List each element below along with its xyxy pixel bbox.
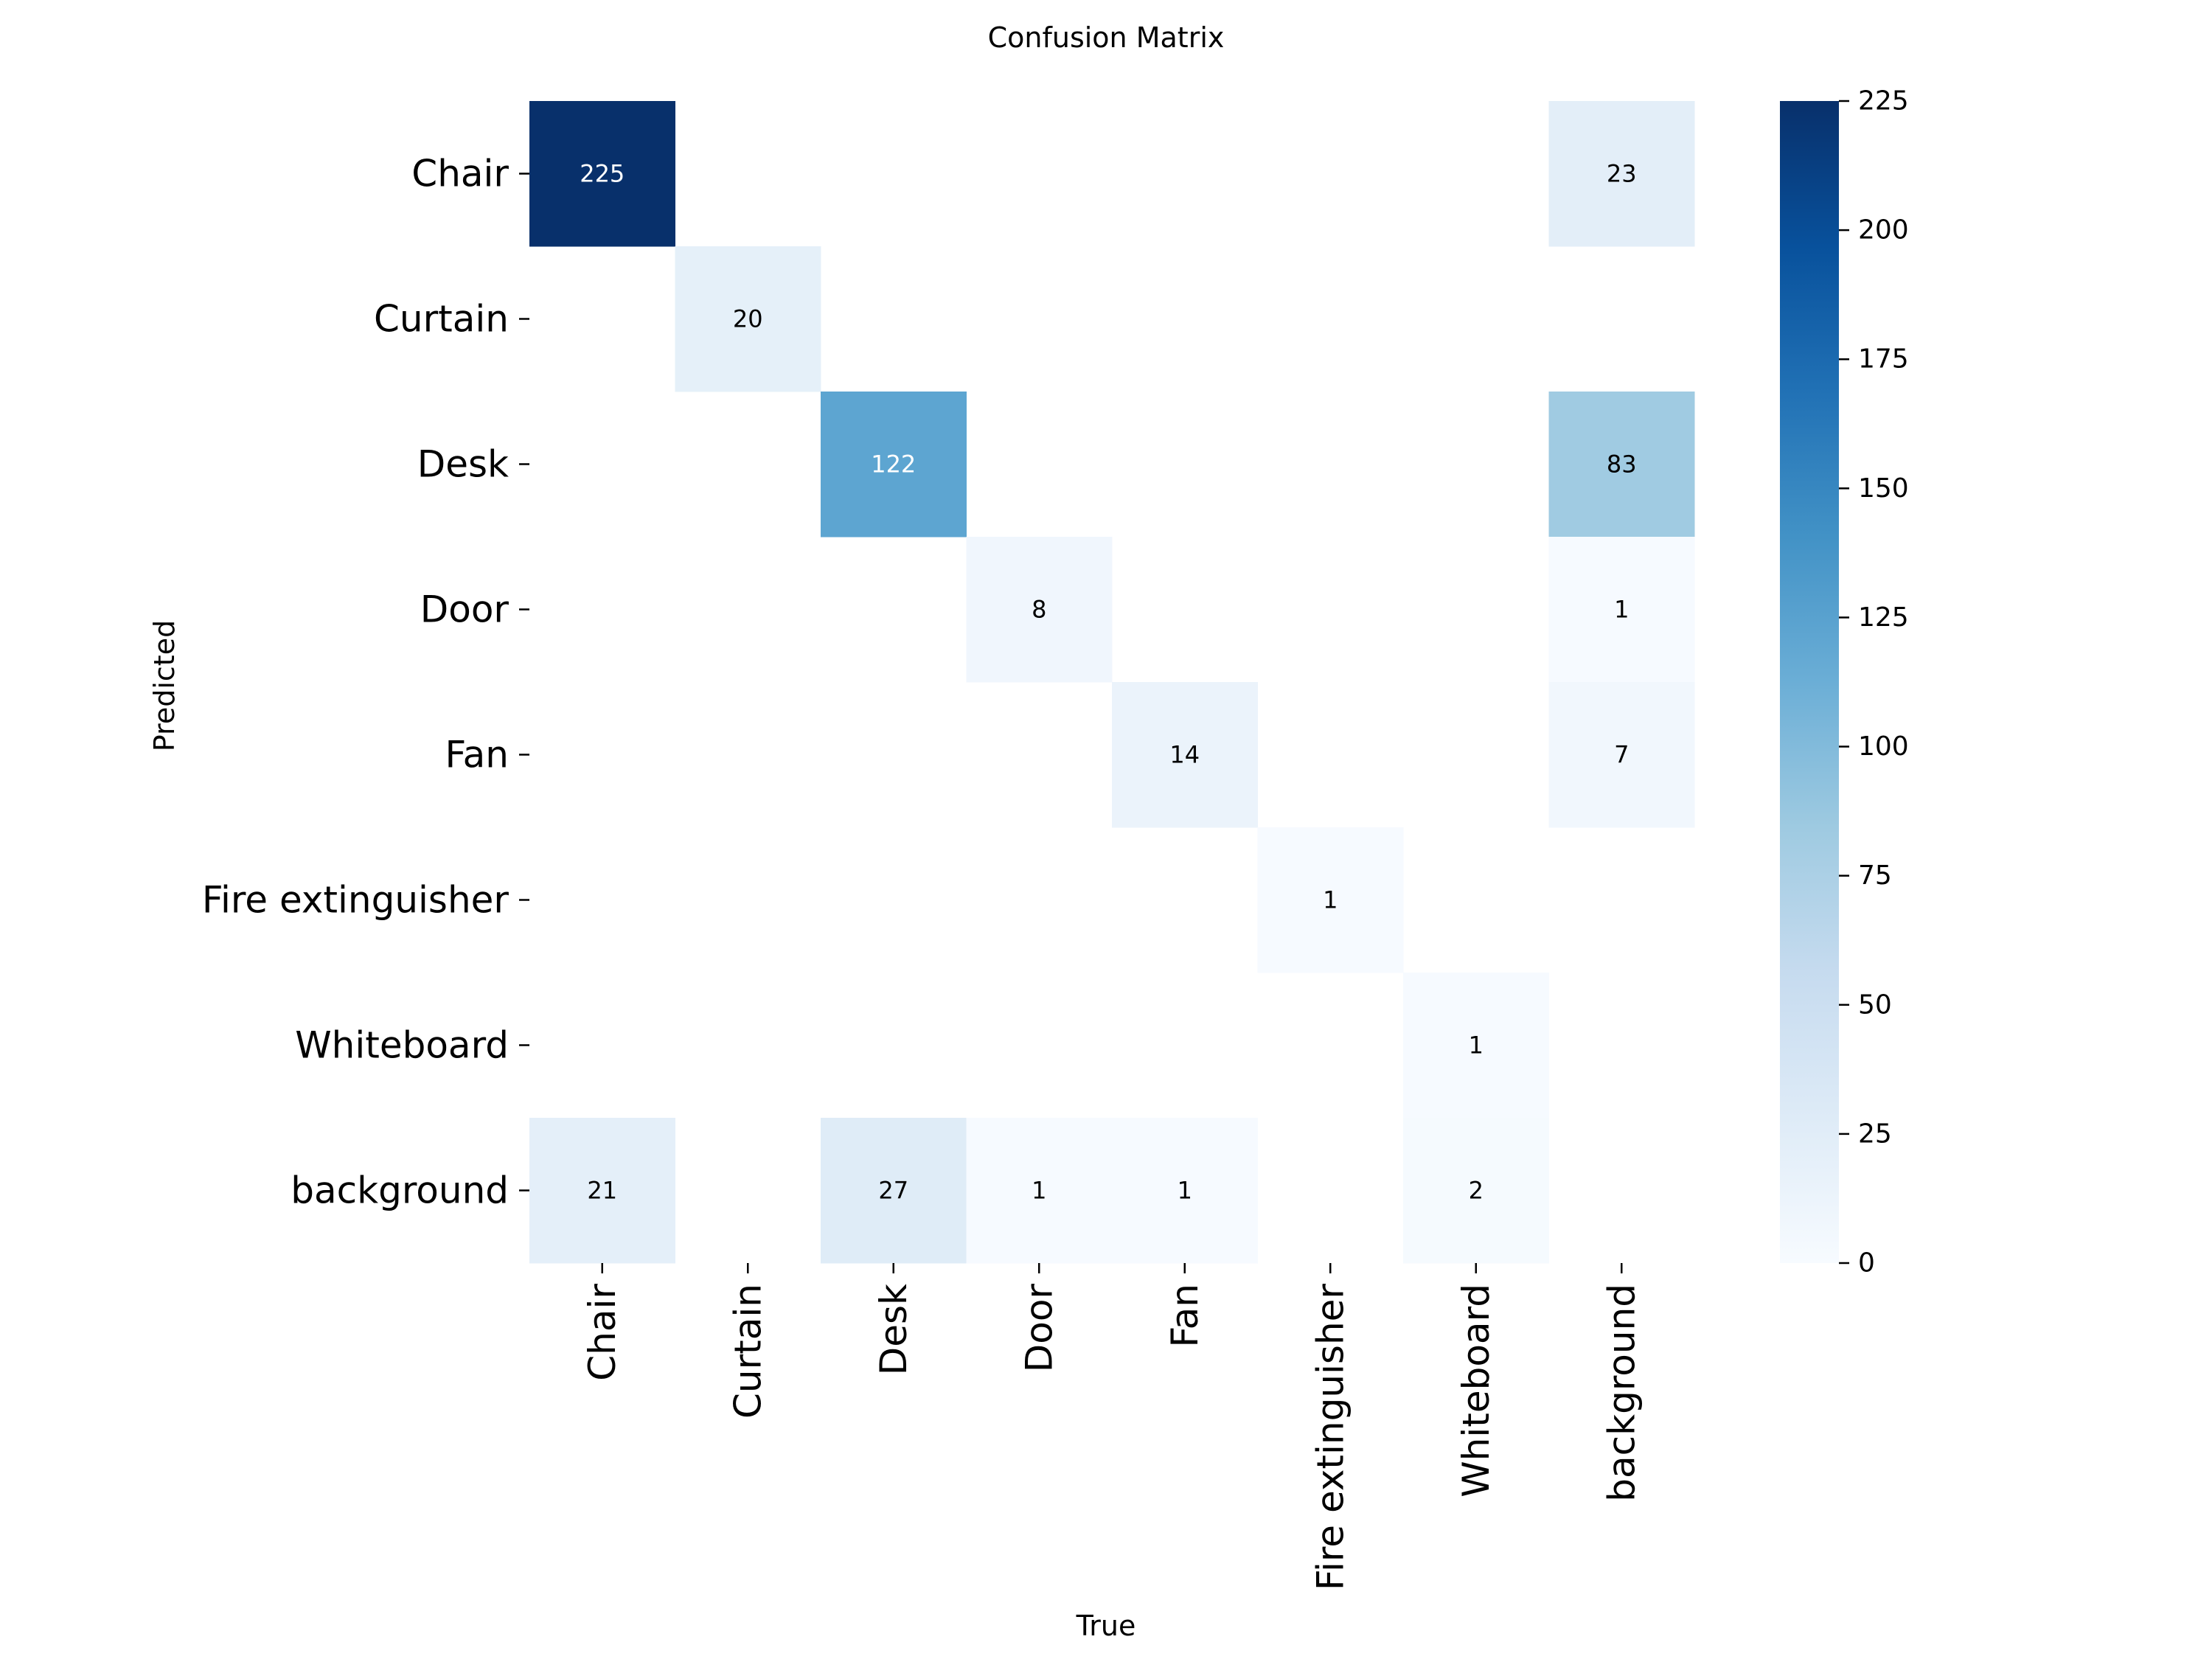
heatmap-cell: [1403, 1118, 1549, 1264]
heatmap-cell: [529, 1118, 675, 1264]
chart-title: Confusion Matrix: [988, 21, 1225, 54]
heatmap-cell: [966, 537, 1113, 683]
colorbar-tick-label: 25: [1858, 1119, 1892, 1149]
x-tick-label: Chair: [581, 1284, 624, 1381]
colorbar-tick-label: 0: [1858, 1248, 1875, 1279]
y-tick-label: Fan: [445, 734, 509, 776]
x-axis-ticks: Chair Curtain Desk Door Fan Fire extinguisher…: [581, 1263, 1643, 1591]
y-tick-label: Door: [420, 588, 509, 631]
cell-value-label: 21: [587, 1177, 617, 1205]
cell-value-label: 8: [1032, 596, 1046, 624]
colorbar-tick-label: 150: [1858, 473, 1909, 504]
cell-value-label: 1: [1178, 1177, 1192, 1205]
x-tick-label: Desk: [872, 1284, 915, 1375]
heatmap-cell: [1548, 101, 1695, 247]
y-tick-label: Whiteboard: [295, 1024, 509, 1067]
colorbar-gradient: [1780, 101, 1839, 1263]
cell-value-label: 20: [733, 305, 763, 333]
colorbar-tick-label: 125: [1858, 602, 1909, 633]
x-tick-label: Door: [1018, 1284, 1060, 1373]
x-tick-label: Fire extinguisher: [1309, 1284, 1352, 1591]
cell-value-label: 7: [1614, 741, 1629, 769]
y-tick-label: background: [291, 1169, 509, 1212]
x-tick-label: Whiteboard: [1455, 1284, 1498, 1498]
cell-value-label: 1: [1614, 596, 1629, 624]
heatmap-cell: [966, 1118, 1113, 1264]
x-tick-label: Curtain: [726, 1284, 769, 1419]
colorbar-tick-label: 225: [1858, 86, 1909, 116]
heatmap-cell: [1548, 537, 1695, 683]
heatmap-cell: [821, 1118, 967, 1264]
cell-value-label: 2: [1469, 1177, 1484, 1205]
cell-value-label: 1: [1469, 1032, 1484, 1060]
cell-value-label: 122: [871, 451, 916, 479]
heatmap-cell: [675, 246, 821, 392]
x-tick-label: Fan: [1164, 1284, 1206, 1348]
heatmap-cells: 225 23 20 122 83 8 1 14 7 1 1 21 27 1 1 2: [529, 101, 1695, 1264]
colorbar: 0 25 50 75 100 125 150 175 200 225: [1780, 86, 1909, 1279]
y-axis-ticks: Chair Curtain Desk Door Fan Fire extinguisher…: [202, 153, 529, 1212]
colorbar-tick-label: 75: [1858, 860, 1892, 891]
heatmap-cell: [529, 101, 675, 247]
cell-value-label: 1: [1323, 886, 1338, 914]
heatmap-cell: [821, 392, 967, 538]
colorbar-tick-label: 175: [1858, 344, 1909, 375]
heatmap-cell: [1112, 1118, 1258, 1264]
cell-value-label: 14: [1169, 741, 1200, 769]
y-tick-label: Chair: [411, 153, 509, 195]
heatmap-cell: [1548, 392, 1695, 538]
heatmap-cell: [1112, 682, 1258, 828]
colorbar-tick-label: 200: [1858, 215, 1909, 246]
cell-value-label: 23: [1607, 160, 1637, 188]
y-tick-label: Desk: [417, 443, 509, 486]
colorbar-tick-label: 100: [1858, 731, 1909, 762]
y-tick-label: Curtain: [374, 298, 509, 341]
heatmap-cell: [1548, 682, 1695, 828]
cell-value-label: 27: [878, 1177, 908, 1205]
colorbar-tick-label: 50: [1858, 990, 1892, 1020]
y-tick-label: Fire extinguisher: [202, 879, 509, 922]
x-tick-label: background: [1600, 1284, 1643, 1502]
x-axis-label: True: [1076, 1610, 1136, 1642]
y-axis-label: Predicted: [148, 620, 181, 751]
heatmap-cell: [1257, 827, 1404, 973]
cell-value-label: 225: [580, 160, 625, 188]
cell-value-label: 83: [1607, 451, 1637, 479]
cell-value-label: 1: [1032, 1177, 1046, 1205]
heatmap-cell: [1403, 973, 1549, 1119]
